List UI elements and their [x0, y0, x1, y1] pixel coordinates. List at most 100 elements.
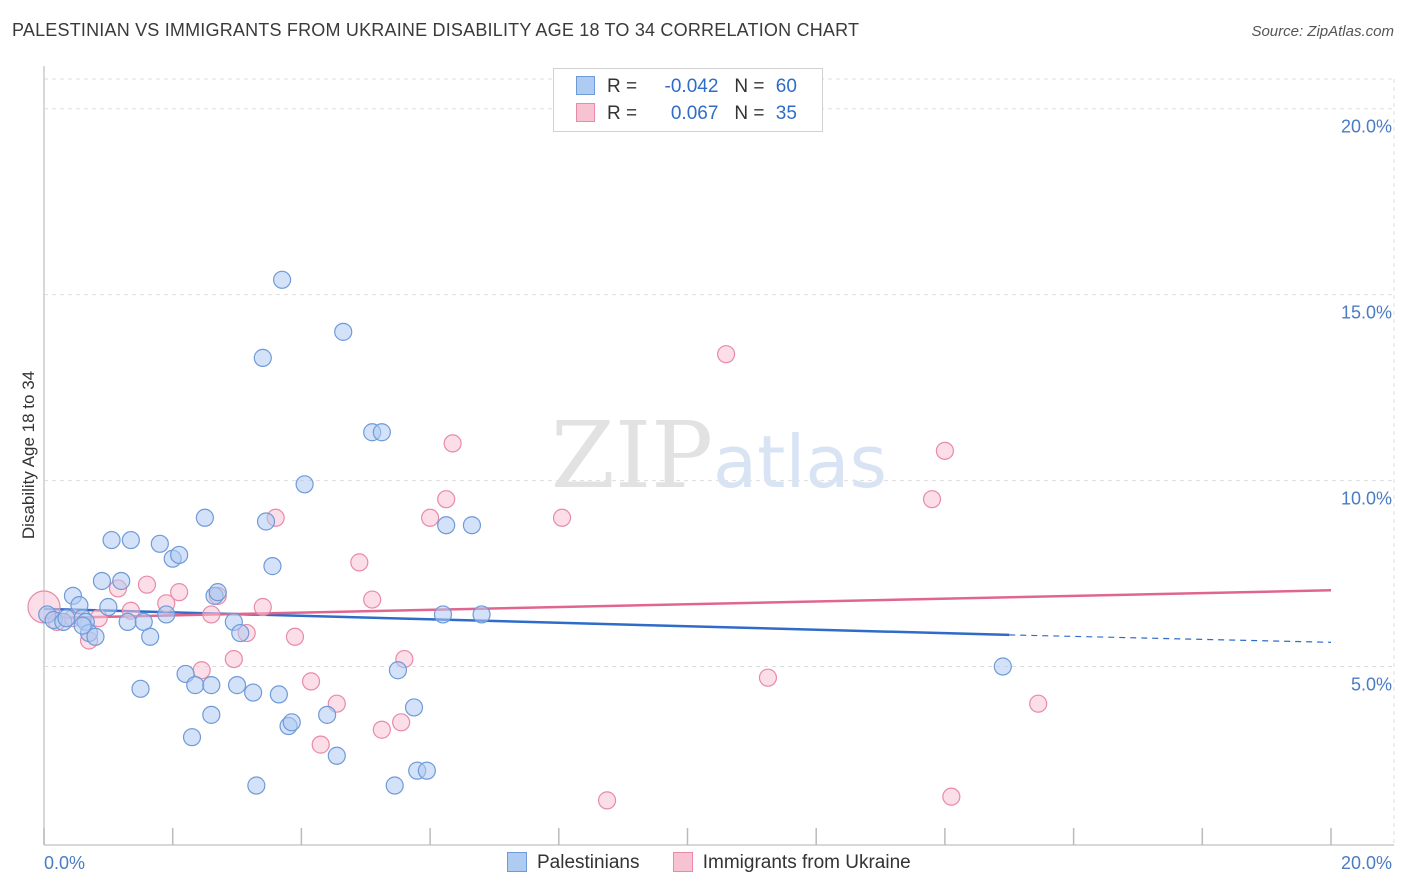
point-palestinians-25 [186, 676, 205, 695]
legend-n-value: 35 [775, 103, 797, 124]
point-ukraine-27 [437, 490, 456, 509]
point-palestinians-37 [256, 512, 276, 531]
point-ukraine-24 [392, 713, 411, 732]
y-axis-label: Disability Age 18 to 34 [19, 371, 38, 539]
point-palestinians-32 [227, 676, 247, 695]
point-palestinians-35 [247, 776, 266, 795]
point-palestinians-58 [993, 657, 1012, 676]
point-palestinians-43 [295, 475, 314, 494]
trend-line-palestinians-extension [1009, 634, 1332, 643]
legend-r-value: -0.042 [664, 76, 719, 97]
point-palestinians-20 [157, 605, 176, 624]
point-palestinians-57 [472, 605, 491, 624]
x-tick-labels: 0.0% 20.0% [44, 853, 1392, 873]
point-palestinians-16 [131, 679, 150, 698]
legend-label: Palestinians [537, 852, 640, 873]
point-ukraine-23 [372, 720, 391, 739]
legend-n-value: 60 [775, 76, 797, 97]
point-palestinians-49 [385, 776, 404, 795]
point-palestinians-46 [334, 322, 353, 341]
point-palestinians-26 [195, 508, 214, 527]
point-palestinians-33 [231, 623, 250, 643]
point-ukraine-32 [758, 668, 778, 687]
point-ukraine-31 [717, 345, 736, 364]
legend-r-value: 0.067 [670, 103, 719, 124]
legend-label: Immigrants from Ukraine [702, 852, 911, 873]
chart-title: PALESTINIAN VS IMMIGRANTS FROM UKRAINE D… [12, 20, 860, 40]
point-palestinians-48 [372, 423, 391, 442]
point-palestinians-14 [118, 612, 137, 631]
point-palestinians-13 [112, 571, 131, 591]
point-palestinians-24 [182, 728, 202, 747]
point-ukraine-13 [224, 649, 243, 669]
point-palestinians-50 [388, 661, 408, 680]
point-palestinians-44 [318, 705, 337, 724]
point-ukraine-34 [935, 441, 955, 460]
watermark-zip: ZIP [551, 402, 713, 509]
y-tick-label-2: 15.0% [1341, 303, 1392, 323]
point-ukraine-11 [202, 605, 221, 624]
point-palestinians-59 [73, 616, 92, 635]
point-palestinians-10 [92, 571, 112, 591]
point-palestinians-40 [272, 270, 292, 289]
stats-legend: R = -0.042 N = 60 R = 0.067 N = 35 [553, 68, 823, 132]
legend-n-label: N = [734, 103, 765, 124]
legend-item-ukraine: Immigrants from Ukraine [672, 852, 911, 874]
data-points [27, 270, 1048, 810]
series-legend: Palestinians Immigrants from Ukraine [507, 852, 939, 874]
point-palestinians-42 [282, 713, 301, 732]
source-label: Source: ZipAtlas.com [1251, 23, 1394, 40]
watermark-atlas: atlas [713, 420, 887, 504]
point-ukraine-28 [443, 434, 462, 453]
legend-swatch-blue [576, 76, 595, 95]
y-tick-labels: 5.0% 10.0% 15.0% 20.0% [1341, 117, 1392, 695]
point-ukraine-7 [137, 575, 157, 594]
y-tick-label-0: 5.0% [1351, 675, 1392, 695]
point-palestinians-36 [253, 348, 272, 367]
point-ukraine-35 [942, 787, 961, 806]
axes [43, 66, 1394, 846]
point-palestinians-54 [433, 605, 453, 624]
point-palestinians-15 [121, 530, 140, 550]
legend-row-ukraine: R = 0.067 N = 35 [576, 102, 797, 126]
point-palestinians-9 [86, 627, 105, 646]
point-ukraine-26 [421, 508, 440, 527]
point-ukraine-22 [363, 590, 382, 609]
point-ukraine-15 [253, 597, 272, 617]
point-palestinians-22 [170, 545, 189, 565]
point-palestinians-3 [57, 609, 76, 628]
y-tick-label-1: 10.0% [1341, 489, 1392, 509]
point-ukraine-21 [350, 553, 369, 572]
point-palestinians-11 [99, 597, 118, 617]
point-ukraine-36 [1029, 694, 1048, 713]
point-ukraine-17 [285, 627, 305, 646]
legend-n-label: N = [734, 76, 765, 97]
trend-line-palestinians [43, 607, 1010, 637]
legend-r-label: R = [607, 103, 638, 124]
point-palestinians-55 [437, 516, 456, 535]
point-palestinians-39 [269, 685, 288, 704]
point-ukraine-18 [301, 672, 321, 691]
point-palestinians-34 [244, 683, 263, 702]
x-tick-label-min: 0.0% [44, 853, 85, 873]
legend-r-label: R = [607, 76, 638, 97]
y-tick-label-3: 20.0% [1341, 117, 1392, 137]
point-ukraine-30 [597, 791, 617, 810]
point-ukraine-33 [922, 490, 942, 509]
x-tick-label-max: 20.0% [1341, 853, 1392, 873]
point-palestinians-45 [327, 746, 346, 765]
point-palestinians-38 [263, 557, 282, 576]
legend-swatch-blue [507, 852, 527, 872]
point-palestinians-53 [417, 761, 436, 780]
legend-row-palestinians: R = -0.042 N = 60 [576, 75, 797, 99]
point-palestinians-56 [462, 516, 482, 535]
point-palestinians-30 [208, 583, 227, 602]
watermark: ZIP atlas [551, 402, 887, 509]
legend-swatch-pink [576, 103, 595, 122]
point-palestinians-27 [202, 705, 221, 724]
legend-item-palestinians: Palestinians [507, 852, 639, 874]
point-palestinians-28 [202, 676, 221, 695]
point-palestinians-18 [141, 627, 160, 646]
legend-swatch-pink [672, 852, 693, 872]
